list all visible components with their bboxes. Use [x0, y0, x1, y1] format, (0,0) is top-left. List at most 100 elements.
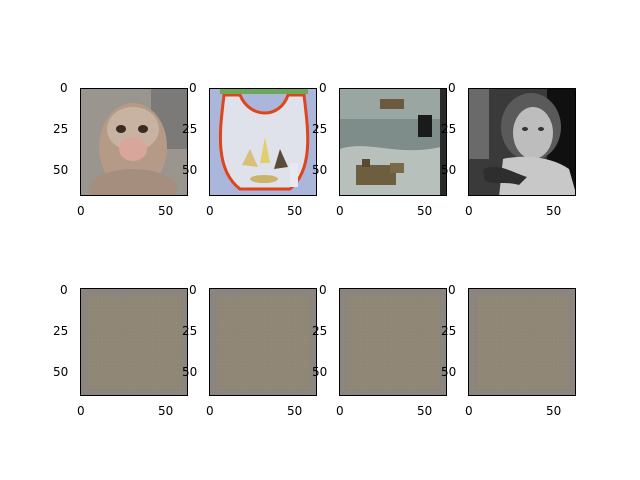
grid-dot	[87, 339, 89, 341]
grid-dot	[397, 377, 399, 379]
grid-dot	[516, 322, 518, 324]
grid-dot	[138, 305, 140, 307]
grid-dot	[390, 332, 392, 335]
grid-dot	[574, 377, 575, 379]
grid-dot	[94, 298, 96, 301]
grid-dot	[216, 380, 218, 382]
grid-dot	[162, 366, 164, 369]
grid-dot	[495, 380, 498, 382]
grid-dot	[567, 322, 569, 324]
grid-dot	[233, 380, 235, 382]
grid-dot	[560, 383, 562, 386]
grid-dot	[516, 387, 518, 389]
grid-dot	[97, 319, 99, 321]
grid-dot	[253, 346, 256, 348]
grid-dot	[349, 309, 352, 311]
grid-dot	[90, 312, 93, 314]
grid-dot	[546, 329, 549, 331]
grid-dot	[485, 366, 487, 369]
grid-dot	[186, 383, 187, 386]
grid-dot	[141, 329, 144, 331]
grid-dot	[390, 366, 392, 369]
grid-dot	[529, 295, 532, 297]
grid-dot	[226, 370, 228, 372]
grid-dot	[390, 295, 392, 297]
grid-dot	[240, 360, 242, 362]
grid-dot	[428, 343, 430, 345]
grid-dot	[182, 363, 184, 365]
grid-dot	[438, 377, 440, 379]
grid-dot	[277, 332, 279, 335]
grid-dot	[523, 390, 525, 392]
grid-dot	[128, 336, 130, 338]
grid-dot	[485, 387, 487, 389]
grid-dot	[277, 353, 279, 355]
grid-dot	[294, 295, 296, 297]
grid-dot	[298, 377, 300, 379]
grid-dot	[155, 394, 157, 395]
grid-dot	[97, 360, 99, 362]
grid-dot	[169, 390, 171, 392]
grid-dot	[519, 394, 521, 395]
grid-dot	[370, 363, 372, 365]
grid-dot	[353, 343, 355, 345]
grid-dot	[274, 394, 276, 395]
grid-dot	[104, 394, 106, 395]
grid-dot	[400, 292, 403, 294]
grid-dot	[495, 305, 498, 307]
grid-dot	[366, 329, 369, 331]
grid-dot	[165, 349, 167, 352]
grid-dot	[563, 329, 566, 331]
grid-dot	[90, 309, 93, 311]
grid-dot	[223, 332, 225, 335]
grid-dot	[363, 346, 365, 348]
grid-dot	[141, 373, 144, 375]
grid-dot	[536, 370, 538, 372]
panel-output-3	[339, 288, 447, 396]
grid-dot	[111, 353, 113, 355]
grid-dot	[387, 302, 389, 304]
grid-dot	[213, 332, 215, 335]
grid-dot	[404, 353, 406, 355]
grid-dot	[315, 343, 316, 345]
grid-dot	[243, 356, 245, 358]
grid-dot	[298, 315, 300, 318]
grid-dot	[162, 336, 164, 338]
grid-dot	[243, 309, 245, 311]
grid-dot	[387, 377, 389, 379]
grid-dot	[397, 322, 399, 324]
grid-dot	[267, 326, 269, 328]
grid-dot	[567, 349, 569, 352]
grid-dot	[84, 315, 86, 318]
grid-dot	[574, 349, 575, 352]
grid-dot	[104, 295, 106, 297]
grid-dot	[131, 322, 133, 324]
grid-dot	[243, 370, 245, 372]
grid-dot	[298, 390, 300, 392]
grid-dot	[394, 336, 396, 338]
grid-dot	[216, 356, 218, 358]
grid-dot	[158, 383, 161, 386]
grid-dot	[135, 343, 137, 345]
grid-dot	[424, 315, 426, 318]
grid-dot	[270, 302, 273, 304]
grid-dot	[482, 346, 484, 348]
grid-dot	[485, 319, 487, 321]
grid-dot	[90, 339, 93, 341]
grid-dot	[277, 383, 279, 386]
grid-dot	[563, 336, 566, 338]
grid-dot	[243, 394, 245, 395]
grid-dot	[104, 349, 106, 352]
grid-dot	[114, 322, 116, 324]
grid-dot	[482, 390, 484, 392]
grid-dot	[472, 366, 474, 369]
grid-dot	[502, 295, 504, 297]
grid-dot	[380, 356, 382, 358]
grid-dot	[363, 339, 365, 341]
grid-dot	[560, 336, 562, 338]
grid-dot	[148, 380, 150, 382]
grid-dot	[557, 370, 559, 372]
grid-dot	[141, 309, 144, 311]
grid-dot	[519, 312, 521, 314]
grid-dot	[373, 366, 375, 369]
